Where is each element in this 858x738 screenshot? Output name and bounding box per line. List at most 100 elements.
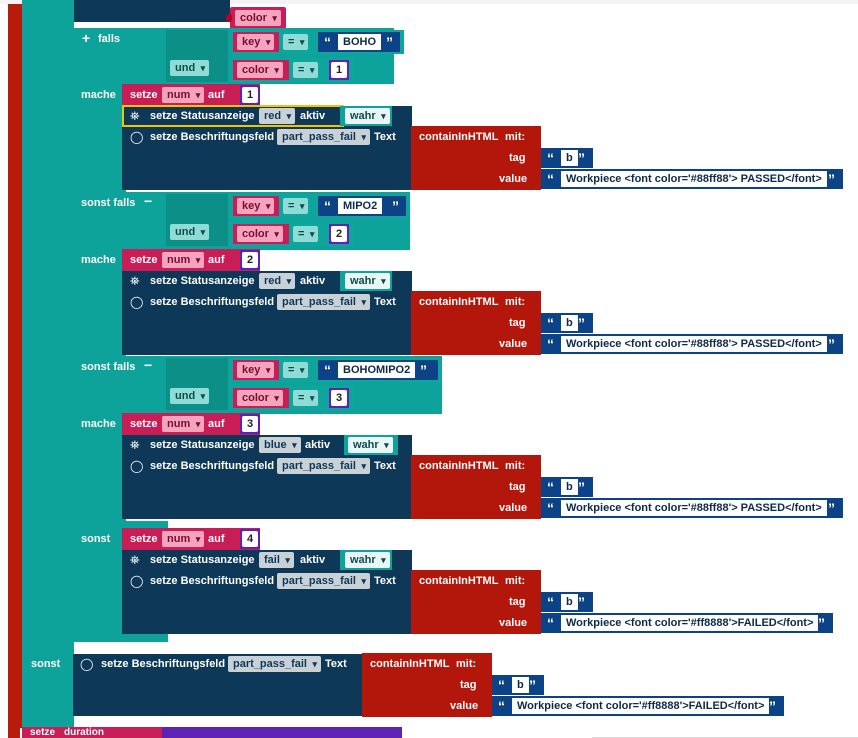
value-text-3[interactable]: Workpiece <font color='#88ff88'> PASSED<… (561, 500, 827, 516)
duration-expression[interactable] (162, 727, 402, 738)
value-text-outer[interactable]: Workpiece <font color='#ff8888'>FAILED</… (512, 698, 770, 714)
color-var-dropdown[interactable]: color (235, 10, 281, 26)
close-quote: ” (386, 34, 393, 50)
containinhtml-4[interactable] (411, 570, 541, 634)
duration-var[interactable]: duration (64, 727, 104, 738)
status-dropdown-1[interactable]: red (259, 108, 296, 124)
num-var-1[interactable]: num (162, 87, 205, 103)
outer-if-block[interactable] (22, 0, 74, 730)
wahr-dropdown-4[interactable]: wahr (345, 552, 390, 568)
containinhtml-2[interactable] (411, 291, 541, 355)
color-value-1[interactable]: 1 (331, 62, 347, 78)
open-quote: “ (498, 698, 505, 714)
status-label-3: setze Statusanzeige (150, 439, 255, 451)
wahr-dropdown-2[interactable]: wahr (345, 273, 390, 289)
key-var-3[interactable]: key (237, 362, 275, 378)
eq-op-3[interactable]: = (283, 362, 309, 378)
close-quote: ” (578, 479, 585, 495)
field-dropdown-1[interactable]: part_pass_fail (277, 129, 370, 145)
key-literal-2[interactable]: MIPO2 (338, 198, 383, 214)
key-var-1[interactable]: key (237, 34, 275, 50)
num-value-4[interactable]: 4 (242, 531, 258, 547)
close-quote: ” (420, 362, 427, 378)
value-label: value (450, 700, 479, 712)
eq-op-3b[interactable]: = (293, 390, 319, 406)
eq-op-1[interactable]: = (283, 34, 309, 50)
und-dropdown-1[interactable]: und (170, 60, 210, 76)
tag-b-4[interactable]: b (561, 594, 578, 610)
eq-op-2[interactable]: = (283, 198, 309, 214)
minus-icon[interactable]: − (144, 193, 153, 209)
value-text-4[interactable]: Workpiece <font color='#ff8888'>FAILED</… (561, 615, 819, 631)
tag-label: tag (509, 152, 526, 164)
top-navy-block[interactable] (74, 0, 230, 22)
plus-icon[interactable]: + (82, 30, 91, 46)
value-text-1[interactable]: Workpiece <font color='#88ff88'> PASSED<… (561, 171, 827, 187)
tag-icon: ◯ (130, 574, 144, 588)
tag-label: tag (509, 481, 526, 493)
tag-label: tag (509, 596, 526, 608)
num-var-3[interactable]: num (162, 416, 205, 432)
open-quote: “ (547, 171, 554, 187)
aktiv-label: aktiv (305, 439, 331, 451)
key-literal-1[interactable]: BOHO (338, 34, 381, 50)
color-value-3[interactable]: 3 (331, 390, 347, 406)
wahr-dropdown-1[interactable]: wahr (345, 108, 390, 124)
eq-op-1b[interactable]: = (293, 62, 319, 78)
tag-b-1[interactable]: b (561, 150, 578, 166)
num-value-1[interactable]: 1 (242, 87, 258, 103)
minus-icon[interactable]: − (144, 357, 153, 373)
key-literal-3[interactable]: BOHOMIPO2 (338, 362, 416, 378)
tag-b-2[interactable]: b (561, 315, 578, 331)
status-dropdown-3[interactable]: blue (259, 437, 301, 453)
und-dropdown-2[interactable]: und (170, 224, 210, 240)
contain-label: containInHTML (419, 296, 499, 308)
open-quote: “ (547, 500, 554, 516)
close-quote: ” (578, 315, 585, 331)
status-dropdown-4[interactable]: fail (259, 552, 294, 568)
mache-label-1: mache (81, 89, 116, 101)
und-dropdown-3[interactable]: und (170, 388, 210, 404)
sonst-falls-label-2: sonst falls (81, 197, 136, 209)
field-dropdown-3[interactable]: part_pass_fail (277, 458, 370, 474)
contain-label: containInHTML (419, 575, 499, 587)
color-var-1[interactable]: color (237, 62, 283, 78)
text-label: Text (374, 131, 396, 143)
end-notch (122, 634, 168, 642)
num-value-2[interactable]: 2 (242, 252, 258, 268)
sonst-label-outer: sonst (31, 658, 61, 670)
wahr-dropdown-3[interactable]: wahr (348, 437, 393, 453)
color-var-2[interactable]: color (237, 226, 283, 242)
eq-op-2b[interactable]: = (293, 226, 319, 242)
field-dropdown-4[interactable]: part_pass_fail (277, 573, 370, 589)
field-dropdown-2[interactable]: part_pass_fail (277, 294, 370, 310)
num-var-4[interactable]: num (162, 531, 205, 547)
tag-b-3[interactable]: b (561, 479, 578, 495)
value-text-2[interactable]: Workpiece <font color='#88ff88'> PASSED<… (561, 336, 827, 352)
inner-if-spine[interactable] (74, 28, 126, 642)
color-var-3[interactable]: color (237, 390, 283, 406)
field-dropdown-outer[interactable]: part_pass_fail (228, 656, 321, 672)
color-value-2[interactable]: 2 (331, 226, 347, 242)
status-dropdown-2[interactable]: red (259, 273, 296, 289)
mache-label-3: mache (81, 418, 116, 430)
auf-label: auf (208, 418, 225, 430)
lightbulb-icon: ⛯ (130, 274, 140, 288)
tag-label: tag (460, 679, 477, 691)
num-value-3[interactable]: 3 (242, 416, 258, 432)
mit-label: mit: (505, 575, 526, 587)
text-label: Text (374, 460, 396, 472)
tag-b-outer[interactable]: b (512, 677, 529, 693)
key-var-2[interactable]: key (237, 198, 275, 214)
num-var-2[interactable]: num (162, 252, 205, 268)
containinhtml-3[interactable] (411, 455, 541, 519)
close-quote: ” (392, 198, 399, 214)
value-label: value (499, 502, 528, 514)
tag-icon: ◯ (130, 459, 144, 473)
label-field-1: setze Beschriftungsfeld (150, 131, 275, 143)
containinhtml-1[interactable] (411, 126, 541, 190)
open-quote: “ (547, 150, 554, 166)
setze-duration-block[interactable] (22, 727, 162, 738)
outer-loop-frame[interactable] (8, 0, 22, 738)
containinhtml-outer[interactable] (362, 653, 492, 717)
